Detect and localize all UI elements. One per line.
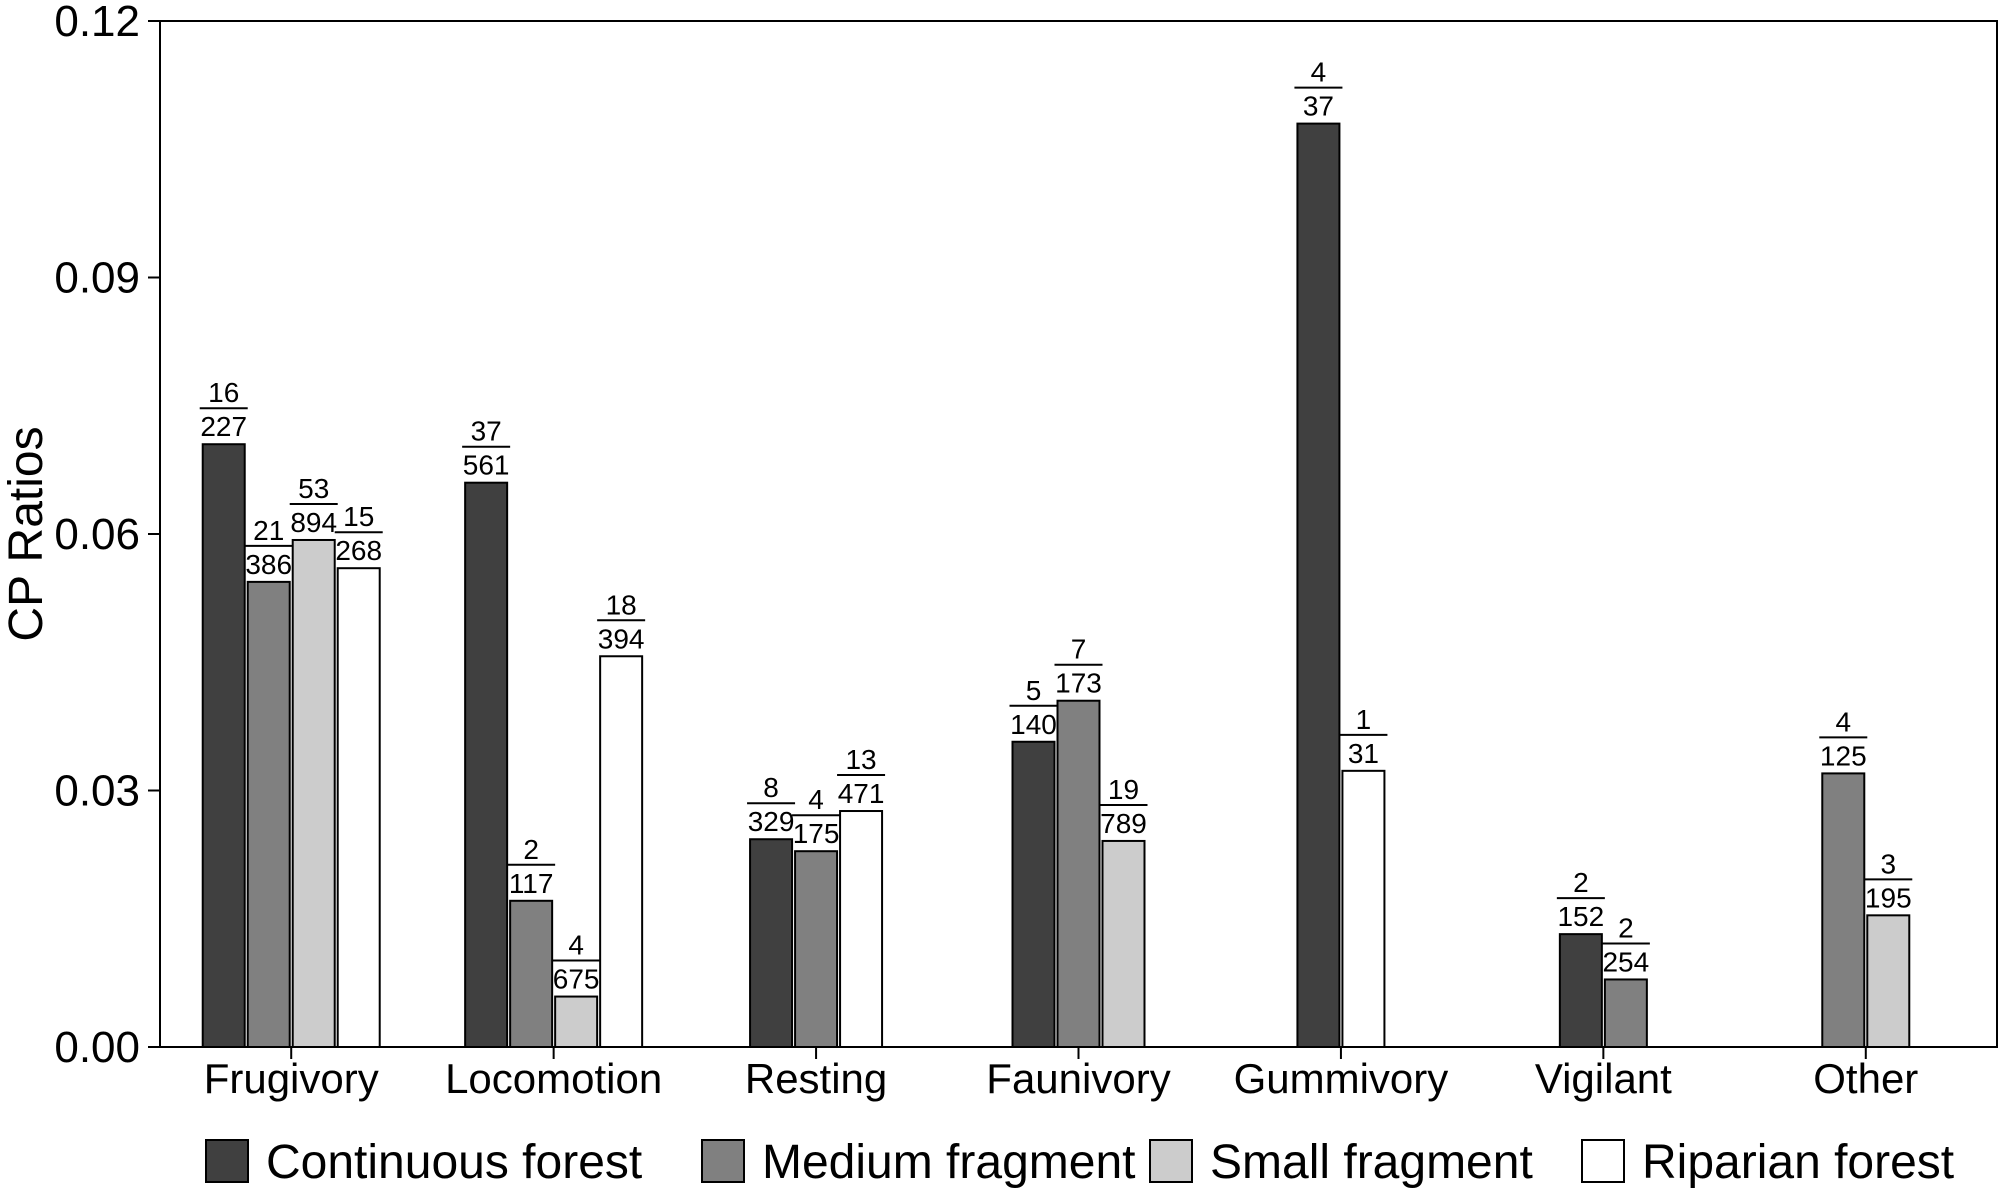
fraction-denominator: 117 <box>509 868 554 899</box>
bar <box>794 850 839 1049</box>
x-tick-label: Vigilant <box>1535 1055 1672 1102</box>
bar <box>336 567 381 1048</box>
x-tick-label: Gummivory <box>1234 1055 1449 1102</box>
fraction-denominator: 471 <box>838 778 885 809</box>
y-tick-label: 0.09 <box>54 254 140 303</box>
bar <box>599 655 644 1048</box>
bar <box>1821 772 1866 1049</box>
fraction-denominator: 140 <box>1010 709 1057 740</box>
x-tick-label: Frugivory <box>204 1055 379 1102</box>
y-tick-label: 0.12 <box>54 0 140 46</box>
fraction-numerator: 8 <box>763 772 779 803</box>
x-tick-label: Other <box>1813 1055 1918 1102</box>
fraction-numerator: 2 <box>1573 867 1589 898</box>
fraction-denominator: 675 <box>553 964 600 995</box>
fraction-numerator: 5 <box>1026 675 1042 706</box>
fraction-numerator: 1 <box>1356 704 1372 735</box>
fraction-denominator: 31 <box>1348 738 1379 769</box>
fraction-numerator: 21 <box>253 515 284 546</box>
fraction-numerator: 4 <box>1835 706 1851 737</box>
legend-swatch <box>701 1139 745 1183</box>
y-axis: 0.00 0.03 0.06 0.09 0.12 <box>54 0 160 1072</box>
legend-swatch <box>205 1139 249 1183</box>
fraction-denominator: 175 <box>793 818 840 849</box>
fraction-denominator: 268 <box>335 535 382 566</box>
fraction-numerator: 15 <box>343 501 374 532</box>
bar <box>554 995 599 1048</box>
x-tick-label: Resting <box>745 1055 887 1102</box>
fraction-numerator: 53 <box>298 473 329 504</box>
bar <box>839 810 884 1049</box>
bar <box>464 481 509 1048</box>
legend-label: Riparian forest <box>1642 1136 1954 1189</box>
fraction-numerator: 37 <box>471 416 502 447</box>
bar <box>1341 769 1386 1049</box>
fraction-numerator: 4 <box>808 784 824 815</box>
fraction-denominator: 227 <box>200 411 247 442</box>
bar <box>1603 978 1648 1049</box>
x-tick-label: Locomotion <box>445 1055 662 1102</box>
fraction-numerator: 16 <box>208 377 239 408</box>
bar <box>1011 740 1056 1048</box>
fraction-numerator: 4 <box>1311 57 1327 88</box>
legend-label: Continuous forest <box>266 1136 642 1189</box>
fraction-denominator: 195 <box>1865 882 1912 913</box>
y-tick-label: 0.06 <box>54 510 140 559</box>
fraction-numerator: 7 <box>1071 634 1087 665</box>
fraction-denominator: 789 <box>1100 808 1147 839</box>
fraction-numerator: 18 <box>606 589 637 620</box>
bar <box>291 538 336 1048</box>
bar <box>1101 839 1146 1048</box>
bar <box>1866 914 1911 1049</box>
bar <box>246 580 291 1048</box>
fraction-numerator: 13 <box>845 744 876 775</box>
bar <box>1558 933 1603 1049</box>
fraction-denominator: 125 <box>1820 740 1867 771</box>
x-axis: Frugivory Locomotion Resting Faunivory Gummi… <box>204 1047 1918 1102</box>
fraction-numerator: 19 <box>1108 774 1139 805</box>
legend: Continuous forest Medium fragment Small fr… <box>205 1136 1954 1189</box>
fraction-denominator: 394 <box>598 623 645 654</box>
y-tick-label: 0.03 <box>54 767 140 816</box>
bar <box>509 899 554 1048</box>
fraction-numerator: 4 <box>568 930 584 961</box>
legend-label: Small fragment <box>1210 1136 1533 1189</box>
bar <box>1056 699 1101 1048</box>
fraction-denominator: 894 <box>290 507 337 538</box>
y-tick-label: 0.00 <box>54 1023 140 1072</box>
fraction-numerator: 2 <box>523 834 539 865</box>
bar <box>201 443 246 1049</box>
legend-swatch <box>1149 1139 1193 1183</box>
bar <box>1296 122 1341 1049</box>
fraction-denominator: 386 <box>245 549 292 580</box>
x-tick-label: Faunivory <box>986 1055 1170 1102</box>
fraction-denominator: 37 <box>1303 91 1334 122</box>
y-axis-label: CP Ratios <box>0 426 53 641</box>
fraction-denominator: 561 <box>463 450 510 481</box>
fraction-numerator: 3 <box>1880 848 1896 879</box>
fraction-denominator: 173 <box>1055 668 1102 699</box>
bar <box>749 838 794 1048</box>
legend-swatch <box>1581 1139 1625 1183</box>
fraction-denominator: 329 <box>748 806 795 837</box>
legend-label: Medium fragment <box>762 1136 1135 1189</box>
fraction-numerator: 2 <box>1618 912 1634 943</box>
fraction-denominator: 152 <box>1557 901 1604 932</box>
fraction-denominator: 254 <box>1602 946 1649 977</box>
